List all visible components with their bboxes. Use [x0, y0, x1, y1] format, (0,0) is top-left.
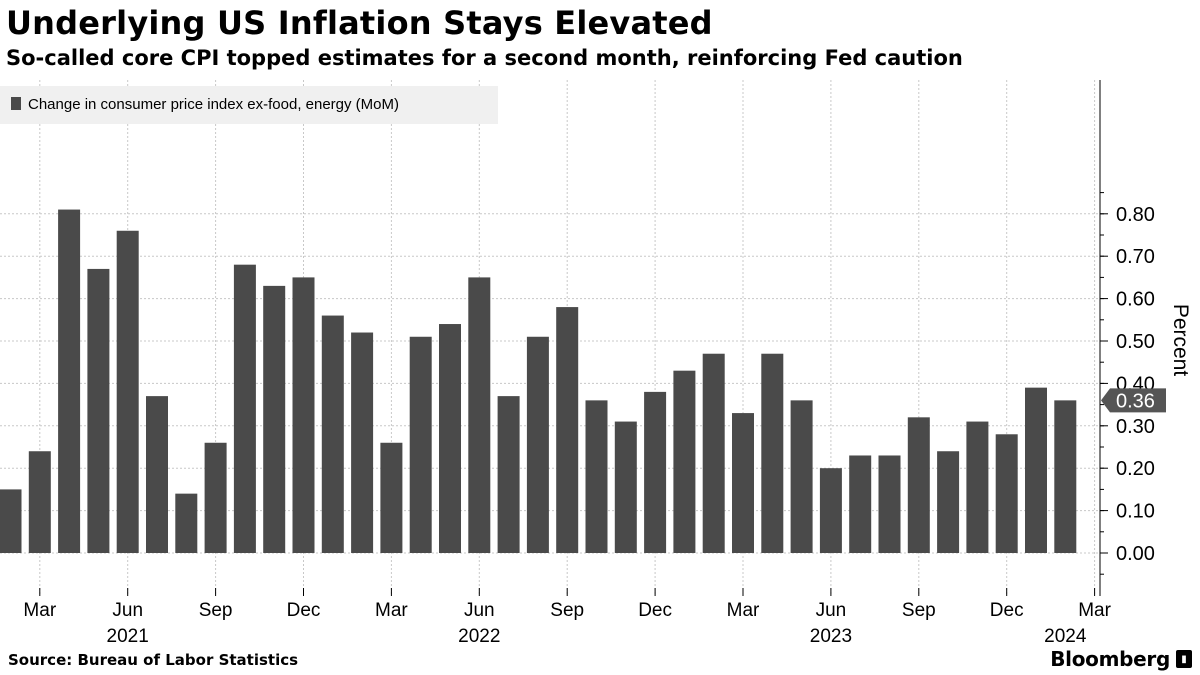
bar [380, 442, 403, 553]
bar [702, 353, 725, 553]
bar [585, 400, 608, 553]
bar [761, 353, 784, 553]
bar [497, 396, 520, 553]
legend-box [0, 86, 498, 124]
y-tick-label: 0.30 [1116, 416, 1155, 438]
callout-value: 0.36 [1116, 390, 1155, 412]
bar [263, 285, 286, 553]
bar [58, 209, 81, 553]
bar [439, 324, 461, 553]
y-axis-label: Percent [1169, 304, 1192, 377]
y-tick-label: 0.50 [1116, 331, 1155, 353]
x-tick-label: Mar [727, 600, 760, 621]
y-tick-label: 0.10 [1116, 501, 1155, 523]
bar [732, 413, 754, 553]
y-tick-label: 0.80 [1116, 204, 1155, 226]
bloomberg-logo-icon: ▮ [1176, 650, 1192, 668]
x-tick-label: Dec [638, 600, 672, 621]
bar [116, 230, 139, 553]
x-tick-label: Sep [902, 600, 936, 621]
x-tick-label: Jun [112, 600, 143, 621]
x-tick-label: Sep [199, 600, 233, 621]
bar [28, 451, 51, 553]
y-tick-label: 0.20 [1116, 458, 1155, 480]
bar [321, 315, 344, 553]
bar [0, 489, 22, 553]
x-tick-label: Dec [287, 600, 321, 621]
brand: Bloomberg ▮ [1050, 647, 1192, 671]
x-year-label: 2024 [1044, 626, 1087, 647]
bar [87, 268, 110, 553]
x-axis: Mar Jun Sep Dec Mar Jun Sep Dec Mar Jun Sep Dec Mar 2… [23, 588, 1112, 647]
bar [644, 391, 667, 553]
bar [819, 468, 842, 553]
bar [614, 421, 637, 553]
bar [966, 421, 989, 553]
bar [937, 451, 960, 553]
y-tick-label: 0.70 [1116, 246, 1155, 268]
bar [790, 400, 813, 553]
x-tick-label: Jun [816, 600, 847, 621]
bar [146, 396, 168, 553]
legend-label: Change in consumer price index ex-food, … [28, 96, 399, 113]
y-tick-label: 0.60 [1116, 289, 1155, 311]
bar [1025, 387, 1047, 553]
bar [1054, 400, 1077, 553]
bar [468, 277, 491, 553]
x-tick-label: Dec [990, 600, 1024, 621]
chart-title: Underlying US Inflation Stays Elevated [6, 4, 713, 42]
x-tick-label: Mar [23, 600, 56, 621]
bar [233, 264, 256, 553]
x-tick-label: Mar [375, 600, 408, 621]
callout-marker [1101, 388, 1166, 413]
bar [995, 434, 1018, 553]
legend-swatch [11, 97, 21, 110]
bar [292, 277, 315, 553]
x-tick-label: Sep [550, 600, 584, 621]
x-year-label: 2022 [458, 626, 500, 647]
bar [351, 332, 374, 553]
chart-subtitle: So-called core CPI topped estimates for … [6, 46, 963, 70]
x-tick-label: Mar [1078, 600, 1111, 621]
x-year-label: 2021 [107, 626, 149, 647]
bar [204, 442, 227, 553]
bar [878, 455, 901, 553]
bar [907, 417, 930, 553]
source-note: Source: Bureau of Labor Statistics [8, 651, 299, 669]
bar [673, 370, 696, 553]
bar [556, 307, 579, 553]
x-tick-label: Jun [464, 600, 495, 621]
latest-value-callout: 0.36 [1101, 388, 1166, 413]
bars [0, 209, 1077, 553]
bar [175, 493, 198, 553]
y-tick-label: 0.00 [1116, 543, 1155, 565]
y-axis: 0.800.700.600.500.400.300.200.100.00 [1099, 80, 1155, 596]
bar [849, 455, 872, 553]
brand-logo-text: Bloomberg [1050, 647, 1170, 671]
bar [409, 336, 432, 553]
x-year-label: 2023 [810, 626, 852, 647]
legend: Change in consumer price index ex-food, … [0, 86, 498, 124]
bar [526, 336, 549, 553]
